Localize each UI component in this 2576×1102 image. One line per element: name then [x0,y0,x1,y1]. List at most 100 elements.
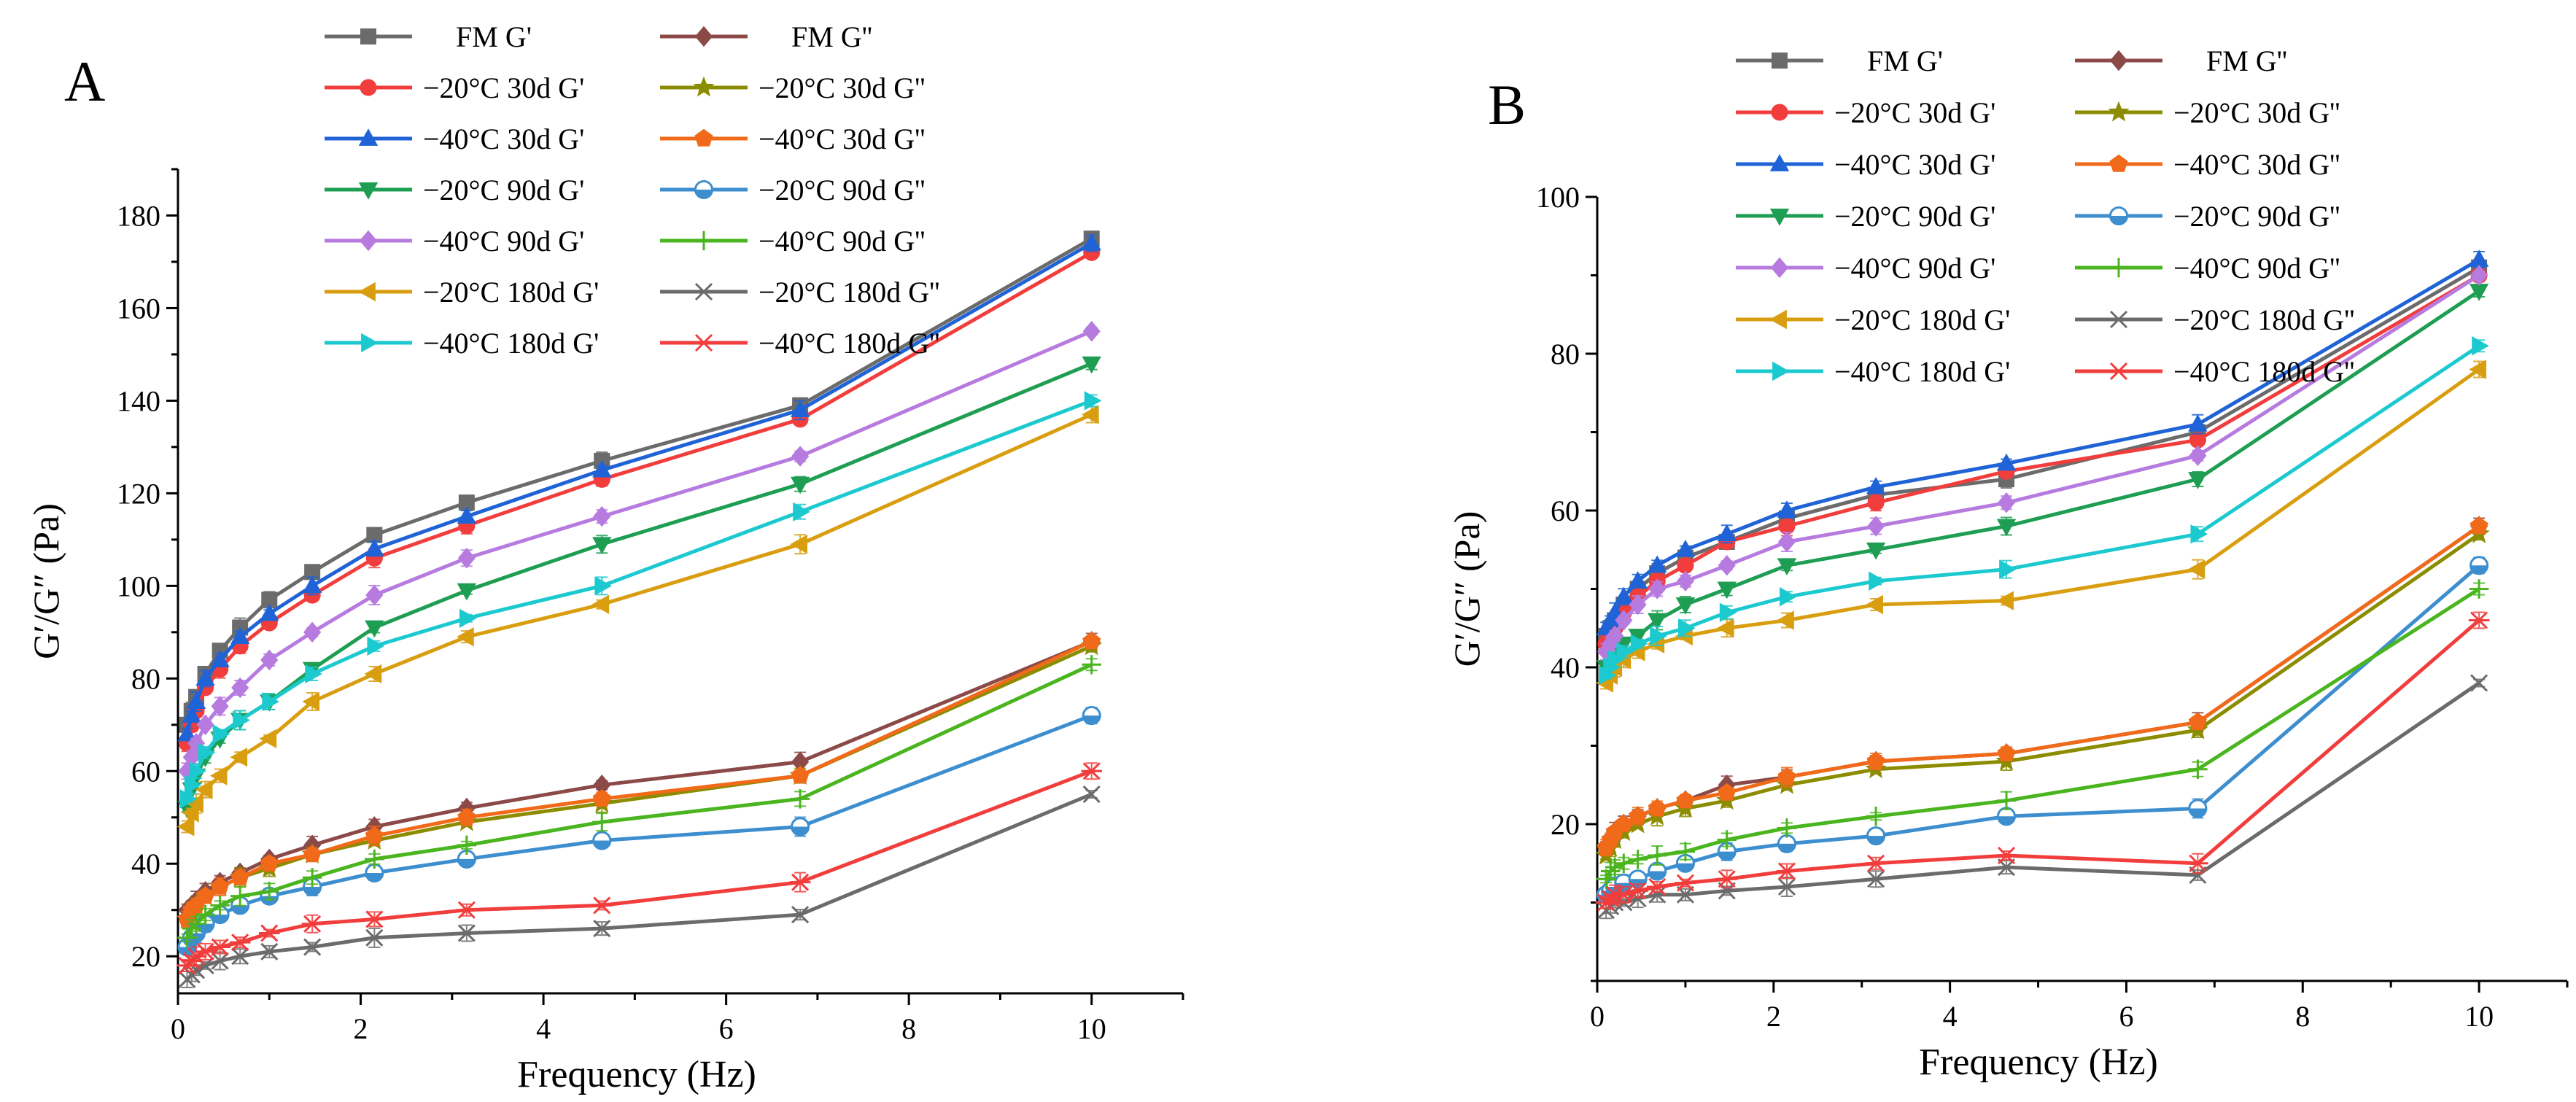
panel-b-data-point [1628,850,1648,869]
panel-a-data-point [365,863,384,882]
panel-a-data-point [304,564,321,581]
panel-a-legend-label: −40°C 180d G' [423,327,599,360]
panel-a-data-point [367,636,385,656]
panel-a-x-tick-label: 10 [1077,1012,1106,1045]
panel-a-legend-label: FM G'' [791,20,872,53]
panel-a-y-tick-label: 40 [131,847,160,880]
panel-a-data-point [211,877,230,895]
panel-a-data-point [790,400,810,418]
panel-a-legend-item: FM G' [325,20,532,53]
panel-b-legend-marker [2108,257,2129,278]
panel-b-data-point [1716,618,1734,638]
panel-b-data-point [1678,618,1696,638]
panel-a-data-point [210,896,230,915]
panel-a-legend-item: −20°C 30d G'' [660,71,926,104]
panel-b-data-point [1777,877,1796,896]
panel-b-legend-item: −20°C 180d G'' [2075,303,2355,336]
panel-b-data-point [2469,284,2489,301]
panel-a-data-point [209,938,230,956]
panel-a-series-1 [179,230,1100,733]
panel-b-legend-label: −20°C 180d G' [1834,303,2010,336]
panel-a-data-point [593,920,611,938]
panel-b-legend-label: −40°C 90d G' [1834,252,1995,284]
panel-b-data-point [1614,853,1634,873]
panel-b-legend-label: −40°C 30d G'' [2173,148,2340,181]
panel-b-data-point [2470,265,2488,286]
panel-b-data-point [1866,826,1886,846]
panel-b-data-point [1603,657,1621,678]
panel-a-legend-item: −20°C 180d G' [325,276,599,309]
panel-a-legend-item: −20°C 180d G'' [660,276,940,309]
panel-a-data-point [457,547,476,569]
panel-a-data-point [189,761,206,781]
panel-a-data-point [195,780,213,799]
panel-b-data-point [1648,555,1667,573]
panel-a-data-point [591,896,613,915]
panel-b-data-point [1606,625,1624,647]
panel-b-data-point [1613,885,1634,904]
panel-a-data-point [260,854,279,872]
panel-b-data-point [1616,642,1634,661]
panel-a-data-point [591,594,610,614]
panel-a-data-point [791,906,810,924]
panel-a-data-point [365,826,384,844]
panel-b-data-point [1676,791,1695,809]
panel-b-legend-label: FM G' [1867,44,1943,77]
panel-b-data-point [1996,791,2017,810]
panel-b-data-point [1597,641,1615,662]
panel-a-data-point [1082,785,1101,804]
panel-b-legend-label: −40°C 30d G' [1834,148,1995,181]
panel-a-data-point [176,817,195,837]
panel-b-data-point [1995,846,2017,865]
panel-a-legend-marker [360,79,377,96]
panel-a-legend-label: −20°C 30d G'' [759,71,926,104]
panel-b-y-tick-label: 20 [1551,808,1580,841]
panel-a-data-point [1082,655,1101,675]
panel-a-legend: FM G' FM G'' −20°C 30d G' −20°C 30d G'' −40°… [325,20,940,360]
panel-a-data-point [302,575,322,594]
panel-b-data-point [1778,517,1796,535]
panel-a-y-tick-label: 160 [117,292,160,325]
panel-b-data-point [1997,744,2016,761]
panel-b-label: B [1488,73,1526,136]
panel-a-data-point [592,812,612,832]
panel-b-series-9 [1597,265,2488,662]
panel-a-data-point [177,928,197,948]
panel-a-data-point [457,849,476,869]
panel-b-data-point [1627,882,1648,900]
panel-b-legend: FM G' FM G'' −20°C 30d G' −20°C 30d G'' −40°… [1736,44,2355,388]
panel-a-data-point [305,664,322,684]
panel-a-data-point [1082,320,1101,342]
panel-a-series-6 [178,632,1101,928]
panel-b-legend-item: FM G' [1736,44,1943,77]
panel-a-data-point [177,723,197,742]
panel-b-data-point [2470,556,2489,575]
panel-a-data-point [1081,405,1099,424]
panel-a-data-point [1084,391,1102,411]
panel-b-legend-item: −20°C 30d G' [1736,96,1995,129]
panel-a-legend-marker [694,230,714,251]
panel-a-data-point [594,576,613,596]
panel-b-legend-item: −40°C 180d G' [1736,355,2010,388]
panel-b-data-point [1630,634,1648,653]
panel-a-y-tick-label: 20 [131,940,160,973]
panel-b-data-point [2187,559,2205,579]
panel-a-legend-marker [358,128,379,146]
panel-a-legend-label: −40°C 90d G'' [759,225,926,257]
panel-a-data-point [790,789,810,809]
panel-b-data-point [1648,799,1667,817]
panel-b-data-point [1717,524,1737,542]
panel-b-series-line [1605,618,2480,904]
panel-b: B 0 2 4 6 8 10 20 40 60 80 100 Frequency (Hz) G′/G″ (… [1446,44,2569,1083]
panel-b-data-point [2470,674,2488,692]
panel-a-x-axis-label: Frequency (Hz) [517,1054,756,1095]
panel-a-label: A [64,50,105,113]
panel-b-legend-marker [2109,154,2128,172]
panel-a-y-tick-label: 180 [117,199,160,232]
panel-b-data-point [2188,713,2207,730]
panel-a-data-point [196,714,214,736]
panel-a-data-point [210,650,230,667]
panel-b-y-axis-label: G′/G″ (Pa) [1446,511,1487,667]
panel-a-legend-label: −20°C 90d G' [423,174,584,206]
panel-b-data-point [2189,431,2206,449]
